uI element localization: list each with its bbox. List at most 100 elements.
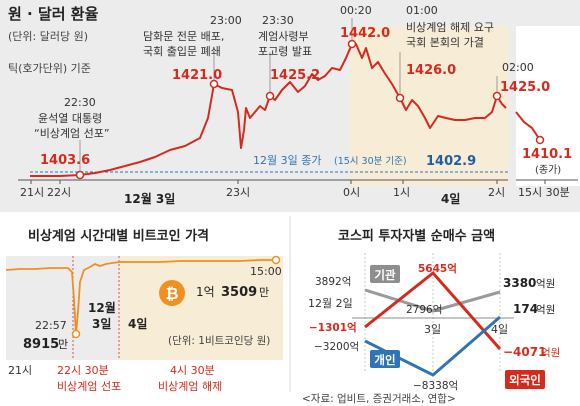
event-time-2300: 23:00 [210, 14, 242, 27]
close-value: 1402.9 [426, 154, 476, 169]
x-tick-22: 22시 [47, 186, 71, 199]
btc-event1: 비상계엄 선포 [57, 380, 121, 393]
label-for-1: −1301억 [309, 322, 357, 334]
marker-2300 [209, 79, 219, 89]
event-time-0100: 01:00 [406, 4, 438, 17]
label-inst-1: 3892억 [315, 276, 351, 288]
btc-high-a: 1억 [196, 285, 215, 299]
label-inst-3a: 3380 [503, 276, 536, 290]
event-value-0100: 1426.0 [406, 63, 456, 78]
btc-line [5, 259, 276, 335]
marker-2330 [265, 91, 275, 101]
btc-high-marker [271, 255, 281, 265]
kospi-title: 코스피 투자자별 순매수 금액 [338, 228, 495, 244]
x-tick-1530: 15시 30분 [518, 186, 570, 199]
event-value-2330: 1425.2 [270, 68, 320, 83]
btc-high-time: 15:00 [250, 265, 282, 278]
label-ind-3a: 174 [513, 302, 538, 316]
btc-high-b: 3509 [221, 285, 257, 300]
event-text-2330-a: 계엄사령부 [258, 30, 309, 43]
day-label-4: 4일 [441, 192, 460, 206]
btc-unit: (단위: 1비트코인당 원) [168, 334, 270, 347]
label-inst-3b: 억원 [536, 278, 555, 290]
event-value-0200: 1425.0 [500, 80, 550, 95]
x-tick-21: 21시 [20, 186, 44, 199]
btc-title: 비상계엄 시간대별 비트코인 가격 [28, 228, 209, 244]
event-time-2330: 23:30 [262, 14, 294, 27]
legend-institution: 기관 [374, 268, 396, 282]
bitcoin-icon [159, 280, 185, 306]
legend-individual: 개인 [374, 353, 395, 367]
x-tick-1: 1시 [393, 186, 410, 199]
final-note: (종가) [535, 164, 561, 176]
event-value-2300: 1421.0 [172, 68, 222, 83]
btc-day1a: 12월 [88, 300, 116, 315]
label-ind-3b: 억원 [536, 304, 555, 316]
legend-individual-box [370, 350, 400, 368]
label-ind-1: −3200억 [314, 341, 359, 353]
label-inst-2: 2796억 [406, 304, 442, 316]
event-text-0100-a: 비상계엄 해제 요구 [406, 20, 494, 34]
btc-tick-21: 21시 [8, 364, 32, 377]
marker-close [535, 135, 545, 145]
top-tick-note: 틱(호가단위) 기준 [8, 62, 91, 75]
event-text-2230-b: “비상계엄 선포” [34, 127, 110, 140]
fx-line [30, 43, 507, 177]
btc-tick-2230: 22시 30분 [57, 364, 109, 377]
marker-0100 [395, 93, 405, 103]
top-shade-day2 [510, 26, 580, 186]
btc-tick-0430: 4시 30분 [170, 364, 215, 377]
final-value: 1410.1 [522, 147, 572, 162]
day-label-dec3: 12월 3일 [124, 191, 175, 206]
event-time-2230: 22:30 [64, 96, 96, 109]
event-value-2230: 1403.6 [40, 153, 90, 168]
fx-line-day2 [515, 111, 541, 141]
top-shade-dawn [350, 26, 515, 186]
marker-0020 [347, 39, 357, 49]
label-for-2: 5645억 [418, 263, 457, 275]
event-text-0100-b: 국회 본회의 가결 [406, 36, 484, 49]
event-text-2300-b: 국회 출입문 폐쇄 [143, 45, 221, 58]
legend-institution-box [370, 265, 400, 283]
series-foreign [364, 270, 502, 350]
x-tick-2: 2시 [488, 186, 505, 199]
event-time-0200: 02:00 [502, 61, 534, 74]
top-x-ticks [30, 180, 546, 184]
btc-low-suffix: 만 [58, 338, 68, 351]
bitcoin-symbol: ₿ [165, 284, 178, 303]
label-for-3b: 억원 [541, 347, 560, 359]
source-note: <자료: 업비트, 증권거래소, 연합> [302, 392, 456, 405]
marker-0200 [492, 91, 502, 101]
marker-2230 [75, 170, 85, 180]
btc-low-marker [71, 329, 81, 339]
top-title: 원 · 달러 환율 [8, 5, 99, 23]
kospi-cat-1: 12월 2일 [308, 296, 353, 310]
close-note: (15시 30분 기준) [334, 156, 407, 167]
event-time-0020: 00:20 [340, 4, 372, 17]
series-institution [364, 288, 501, 313]
btc-day1b: 3일 [92, 317, 111, 331]
label-ind-2: −8338억 [413, 380, 458, 392]
x-tick-23: 23시 [226, 186, 250, 199]
btc-event2: 비상계엄 해제 [158, 379, 222, 393]
kospi-cat-3: 4일 [491, 322, 508, 336]
event-value-0020: 1442.0 [340, 26, 390, 41]
event-text-2300-a: 담화문 전문 배포, [143, 30, 224, 43]
event-text-2330-b: 포고령 발표 [258, 45, 312, 58]
kospi-cat-2: 3일 [424, 322, 441, 336]
axis-break [508, 26, 516, 186]
x-tick-0: 0시 [343, 186, 360, 199]
legend-foreign-box [505, 370, 545, 389]
legend-foreign: 외국인 [509, 373, 541, 387]
btc-low-value: 8915 [23, 337, 59, 352]
btc-day2: 4일 [128, 317, 147, 331]
btc-shade [119, 256, 283, 360]
top-unit: (단위: 달러당 원) [8, 30, 88, 43]
btc-low-time: 22:57 [35, 319, 67, 332]
fx-markers [75, 39, 545, 180]
event-text-2230-a: 윤석열 대통령 [38, 112, 102, 125]
close-label: 12월 3일 종가 [253, 153, 321, 167]
label-for-3a: −4071 [503, 345, 546, 359]
btc-high-suffix: 만 [259, 286, 269, 299]
